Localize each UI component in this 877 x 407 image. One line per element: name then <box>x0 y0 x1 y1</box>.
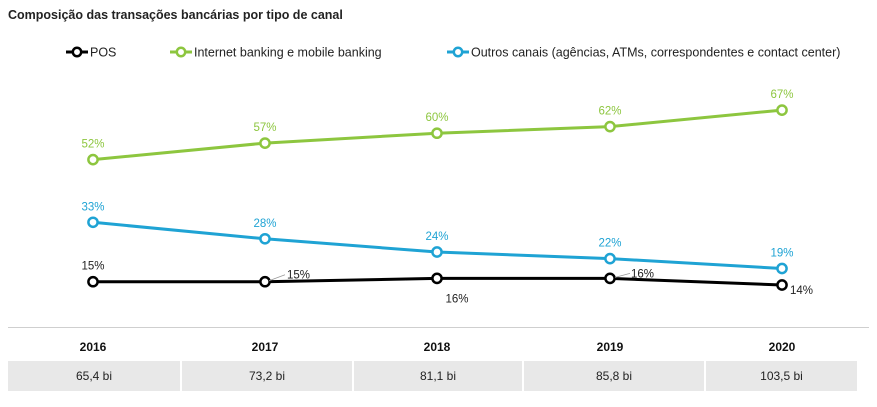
data-label: 14% <box>790 285 813 297</box>
data-point <box>776 279 788 291</box>
legend-swatch-marker <box>452 46 464 58</box>
total-cell: 65,4 bi <box>8 361 180 391</box>
data-point <box>259 232 271 245</box>
data-point <box>431 127 443 140</box>
data-point <box>431 246 443 258</box>
data-label: 24% <box>425 231 448 243</box>
data-point <box>604 252 616 265</box>
data-label: 16% <box>445 293 468 305</box>
data-point <box>87 216 99 229</box>
legend-label: Internet banking e mobile banking <box>194 46 382 60</box>
line-chart: POS Internet banking e mobile banking Outr… <box>66 46 840 305</box>
data-point <box>259 275 271 288</box>
year-label: 2020 <box>768 340 796 354</box>
data-label: 22% <box>598 238 621 250</box>
data-label: 15% <box>81 261 104 273</box>
total-cell: 85,8 bi <box>524 361 704 391</box>
data-point <box>87 153 99 166</box>
data-label: 28% <box>253 218 276 230</box>
data-label: 16% <box>631 268 654 280</box>
data-label: 57% <box>253 122 276 134</box>
data-point <box>776 262 788 275</box>
leader-line <box>268 274 286 282</box>
data-point <box>87 275 99 288</box>
year-axis: 2016 2017 2018 2019 2020 <box>8 340 869 360</box>
data-point <box>604 120 616 133</box>
year-label: 2018 <box>423 340 451 354</box>
leader-line <box>614 273 631 278</box>
data-point <box>604 272 616 285</box>
year-label: 2019 <box>596 340 624 354</box>
data-label: 67% <box>770 89 793 101</box>
legend-swatch-marker <box>71 46 83 58</box>
legend-label: POS <box>90 46 116 60</box>
legend-swatch-marker <box>175 46 187 58</box>
year-label: 2017 <box>251 340 279 354</box>
total-cell: 73,2 bi <box>182 361 352 391</box>
series-line <box>92 220 783 270</box>
total-cell: 103,5 bi <box>706 361 857 391</box>
data-point <box>259 137 271 149</box>
data-label: 19% <box>770 248 793 260</box>
data-label: 62% <box>598 106 621 118</box>
data-point <box>431 272 443 285</box>
data-label: 33% <box>81 201 104 213</box>
chart-title: Composição das transações bancárias por … <box>8 8 343 22</box>
data-label: 60% <box>425 112 448 124</box>
year-label: 2016 <box>79 340 107 354</box>
total-cell: 81,1 bi <box>354 361 522 391</box>
x-axis-line <box>8 327 869 328</box>
transaction-totals-row: 65,4 bi 73,2 bi 81,1 bi 85,8 bi 103,5 bi <box>8 361 869 391</box>
legend-label: Outros canais (agências, ATMs, correspon… <box>471 46 840 60</box>
data-label: 15% <box>287 270 310 282</box>
data-point <box>776 104 788 116</box>
data-label: 52% <box>81 139 104 151</box>
